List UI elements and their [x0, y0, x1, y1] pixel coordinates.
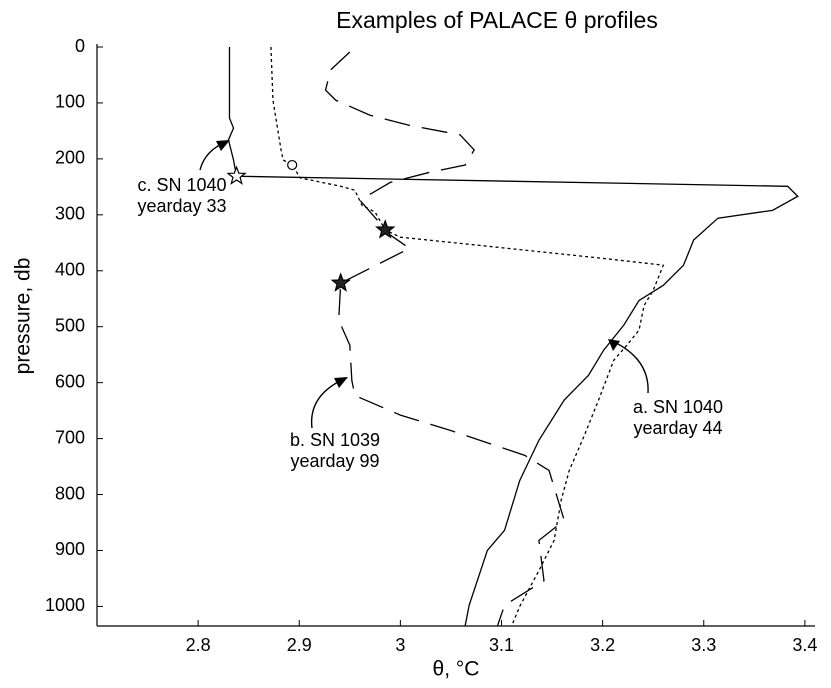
annotation: yearday 44 — [633, 418, 722, 438]
x-tick-label: 3.1 — [489, 635, 514, 655]
profile-line — [324, 51, 565, 627]
annotation: a. SN 1040 — [633, 397, 723, 417]
y-tick-label: 700 — [55, 427, 85, 447]
marker — [226, 165, 247, 185]
x-axis-label: θ, °C — [433, 658, 480, 681]
x-tick-label: 3 — [395, 635, 405, 655]
annotation: b. SN 1039 — [290, 430, 380, 450]
y-tick-label: 800 — [55, 483, 85, 503]
arrows — [199, 140, 649, 429]
y-tick-label: 900 — [55, 539, 85, 559]
marker — [375, 219, 396, 239]
y-tick-label: 100 — [55, 92, 85, 112]
annotation: yearday 33 — [137, 196, 226, 216]
y-axis-label: pressure, db — [12, 258, 35, 375]
profile-line — [270, 46, 665, 627]
x-tick-label: 3.3 — [691, 635, 716, 655]
annotation: c. SN 1040 — [137, 175, 226, 195]
chart-title: Examples of PALACE θ profiles — [336, 7, 658, 33]
x-tick-label: 3.4 — [792, 635, 817, 655]
x-tick-label: 2.9 — [287, 635, 312, 655]
y-tick-label: 500 — [55, 315, 85, 335]
x-tick-label: 2.8 — [186, 635, 211, 655]
y-tick-label: 1000 — [45, 595, 85, 615]
arrowhead-c — [216, 140, 230, 151]
y-tick-label: 400 — [55, 260, 85, 280]
arrowhead-b — [334, 377, 348, 388]
arrowhead-a — [608, 339, 620, 351]
profile-line — [227, 47, 799, 627]
x-tick-label: 3.2 — [590, 635, 615, 655]
marker — [287, 159, 298, 171]
y-tick-label: 0 — [75, 36, 85, 56]
arrow-a — [609, 339, 649, 394]
marker — [330, 272, 351, 292]
y-tick-label: 300 — [55, 204, 85, 224]
annotation: yearday 99 — [290, 451, 379, 471]
y-tick-label: 600 — [55, 371, 85, 391]
y-tick-label: 200 — [55, 148, 85, 168]
